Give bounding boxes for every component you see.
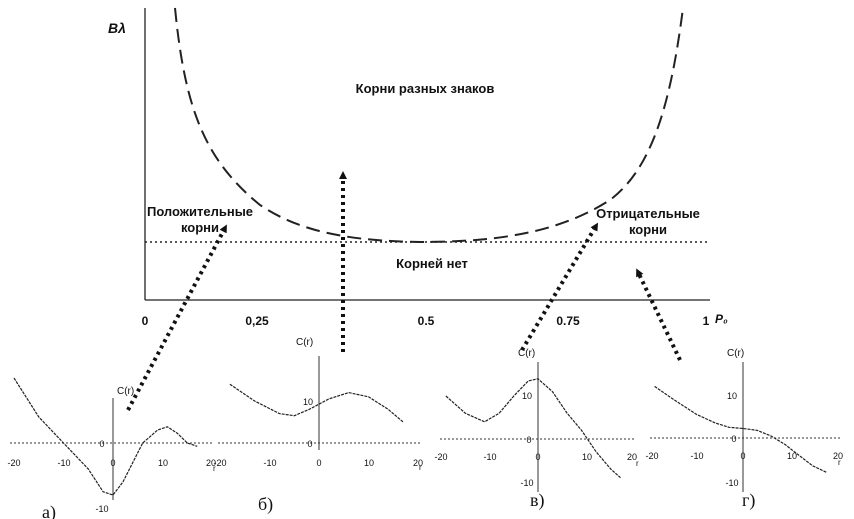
panel-d-xtick-3: 10 (787, 451, 797, 461)
panel-b-xtick-1: -10 (263, 458, 276, 468)
panel-b-xtick-2: 0 (316, 458, 321, 468)
panel-d-xtick-4: 20 (833, 451, 843, 461)
boundary-curve (174, 7, 684, 244)
panel-c-ytick-1: 0 (526, 435, 531, 445)
panel-c-y-label: C(r) (518, 348, 535, 359)
panel-b-curve (229, 383, 404, 423)
panel-d-x-label: r (838, 458, 841, 467)
panel-b: C(r) r -20 -10 0 10 20 0 10 б) (213, 337, 423, 515)
panel-a: C(r) r -20 -10 0 10 20 0 -10 а) (7, 377, 216, 519)
region-label-no-roots: Корней нет (396, 256, 468, 271)
panel-d-label: г) (742, 490, 755, 511)
panel-d-ytick-2: -10 (725, 478, 738, 488)
panel-a-y-label: C(r) (117, 386, 134, 397)
region-label-positive-roots-line1: Положительные (147, 204, 253, 219)
panel-a-ytick-1: -10 (95, 504, 108, 514)
panel-a-xtick-3: 10 (158, 458, 168, 468)
panel-d-ytick-0: 10 (727, 391, 737, 401)
panel-a-xtick-0: -20 (7, 458, 20, 468)
panel-a-curve (13, 377, 198, 496)
region-label-mixed-roots: Корни разных знаков (356, 81, 495, 96)
panel-b-xtick-4: 20 (413, 458, 423, 468)
main-y-axis-label: Bλ (108, 20, 126, 36)
panel-c-label: в) (530, 490, 545, 511)
panel-b-xtick-0: -20 (213, 458, 226, 468)
panel-d-xtick-1: -10 (690, 451, 703, 461)
panel-b-ytick-1: 10 (303, 397, 313, 407)
panel-c-xtick-2: 0 (535, 452, 540, 462)
panel-c-ytick-2: -10 (520, 478, 533, 488)
panel-c-xtick-4: 20 (627, 452, 637, 462)
panel-a-xtick-1: -10 (57, 458, 70, 468)
panel-a-xtick-2: 0 (110, 458, 115, 468)
region-label-negative-roots-line1: Отрицательные (596, 206, 700, 221)
panel-b-y-label: C(r) (296, 337, 313, 348)
panel-b-ytick-0: 0 (307, 439, 312, 449)
panel-c-ytick-0: 10 (522, 391, 532, 401)
panel-d-xtick-0: -20 (645, 451, 658, 461)
main-x-tick-0: 0 (142, 314, 149, 328)
panel-d-curve (654, 385, 827, 473)
main-x-tick-1: 1 (703, 314, 710, 328)
panel-b-xtick-3: 10 (364, 458, 374, 468)
arrow-to-panel-c (520, 222, 599, 352)
panel-c-xtick-1: -10 (483, 452, 496, 462)
panel-c-x-label: r (636, 459, 639, 468)
main-x-tick-025: 0,25 (245, 314, 269, 328)
panel-a-x-label: r (213, 464, 216, 473)
panel-a-ytick-0: 0 (99, 439, 104, 449)
panel-b-label: б) (258, 494, 273, 515)
panel-d-y-label: C(r) (727, 348, 744, 359)
main-diagram: Bλ P₀ 0 0,25 0.5 0.75 1 Корни разных зна… (108, 7, 728, 411)
panel-c-xtick-0: -20 (434, 452, 447, 462)
main-x-axis-label: P₀ (715, 312, 728, 326)
panel-b-x-label: r (419, 463, 422, 472)
panel-a-xtick-4: 20 (206, 458, 216, 468)
region-label-negative-roots-line2: корни (629, 222, 667, 237)
panel-d: C(r) r -20 -10 0 10 20 10 0 -10 г) (645, 348, 843, 511)
arrow-to-panel-d (636, 268, 682, 361)
panel-d-xtick-2: 0 (740, 451, 745, 461)
region-label-positive-roots-line2: корни (181, 220, 219, 235)
panel-a-label: а) (42, 502, 56, 519)
panel-d-ytick-1: 0 (731, 434, 736, 444)
main-x-tick-05: 0.5 (418, 314, 435, 328)
main-x-tick-075: 0.75 (556, 314, 580, 328)
panel-c-curve (445, 378, 621, 479)
panel-c-xtick-3: 10 (582, 452, 592, 462)
panel-c: C(r) r -20 -10 0 10 20 10 0 -10 в) (434, 348, 639, 511)
